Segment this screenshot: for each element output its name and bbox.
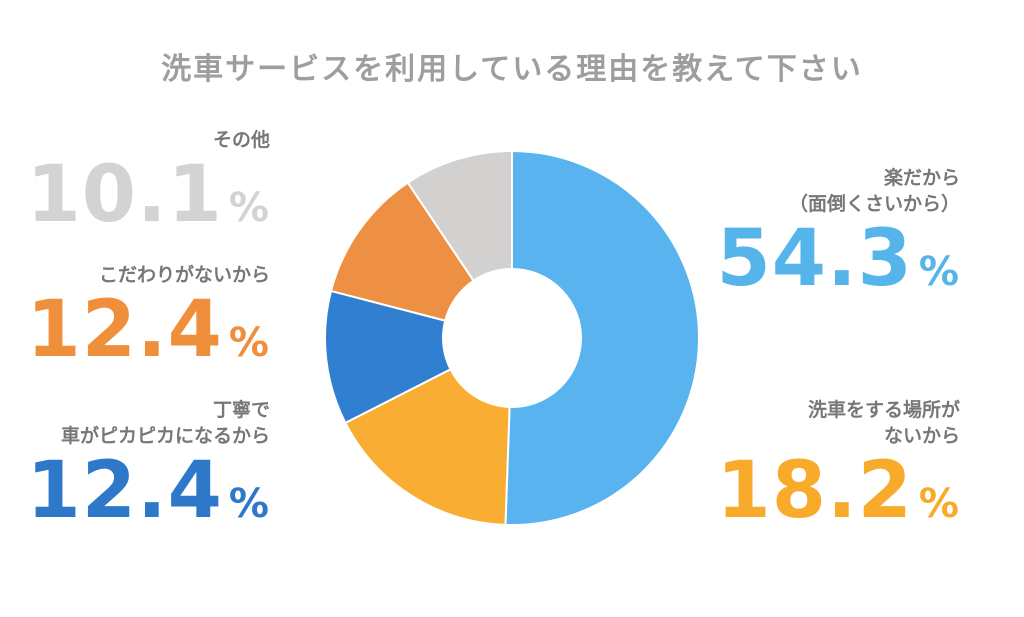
chart-title: 洗車サービスを利用している理由を教えて下さい [161,52,863,87]
slice-1-label-line-2: （面倒くさいから） [788,193,960,215]
slice-5-percent: 10.1% [0,153,270,250]
donut-slice-5 [406,149,513,283]
slice-3-value: 12.4 [26,446,223,536]
slice-5-value: 10.1 [26,150,223,240]
slice-4-value: 12.4 [26,285,223,375]
slice-1-unit: % [918,249,960,295]
slice-4-unit: % [228,320,270,366]
slice-3-percent: 12.4% [0,449,270,546]
slice-1-percent: 54.3% [660,217,960,314]
slice-2-unit: % [918,481,960,527]
slice-4-label-line-1: こだわりがないから [98,264,270,286]
donut-slice-1 [504,149,700,526]
slice-3-unit: % [228,481,270,527]
slice-2-label-line-1: 洗車をする場所が [807,399,960,421]
label-group-slice-1: 楽だから （面倒くさいから） 54.3% [660,165,960,314]
slice-3-label-line-2: 車がピカピカになるから [60,425,270,447]
label-group-slice-4: こだわりがないから 12.4% [0,262,270,385]
slice-5-label-line-1: その他 [212,129,270,151]
label-group-slice-5: その他 10.1% [0,127,270,250]
slice-1-value: 54.3 [716,214,913,304]
slice-5-unit: % [228,185,270,231]
label-group-slice-2: 洗車をする場所が ないから 18.2% [660,397,960,546]
slice-2-label-line-2: ないから [883,425,960,447]
label-group-slice-3: 丁寧で 車がピカピカになるから 12.4% [0,397,270,546]
slice-4-percent: 12.4% [0,288,270,385]
slice-2-value: 18.2 [716,446,913,536]
slice-1-label-line-1: 楽だから [883,167,960,189]
slice-3-label-line-1: 丁寧で [212,399,270,421]
donut-slice-2 [344,367,511,526]
slice-2-percent: 18.2% [660,449,960,546]
